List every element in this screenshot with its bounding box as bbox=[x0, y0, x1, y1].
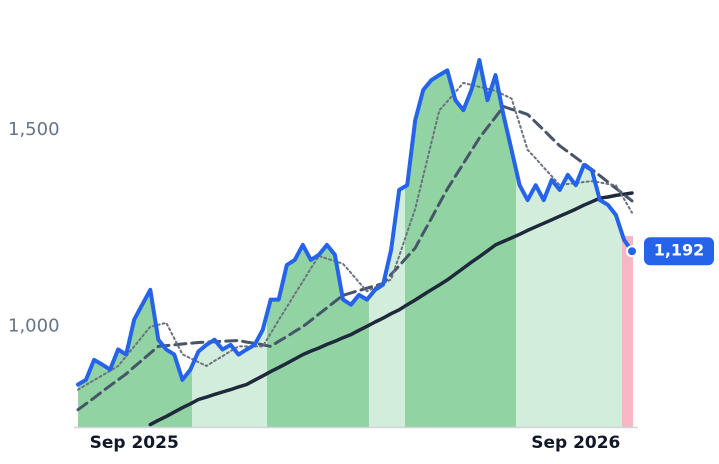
average-line bbox=[148, 191, 634, 427]
value-label: 1,192 bbox=[654, 241, 705, 260]
y-tick-label: 1,000 bbox=[8, 316, 60, 337]
y-tick-label: 1,500 bbox=[8, 119, 60, 140]
value-badge bbox=[644, 237, 714, 266]
average-line bbox=[77, 81, 633, 391]
x-tick-label: Sep 2025 bbox=[90, 433, 179, 453]
last-point bbox=[626, 245, 638, 258]
price-line bbox=[76, 58, 634, 387]
x-tick-label: Sep 2026 bbox=[531, 433, 620, 453]
recent-shading bbox=[622, 236, 633, 427]
area-shading bbox=[78, 60, 622, 427]
average-line bbox=[76, 105, 634, 412]
